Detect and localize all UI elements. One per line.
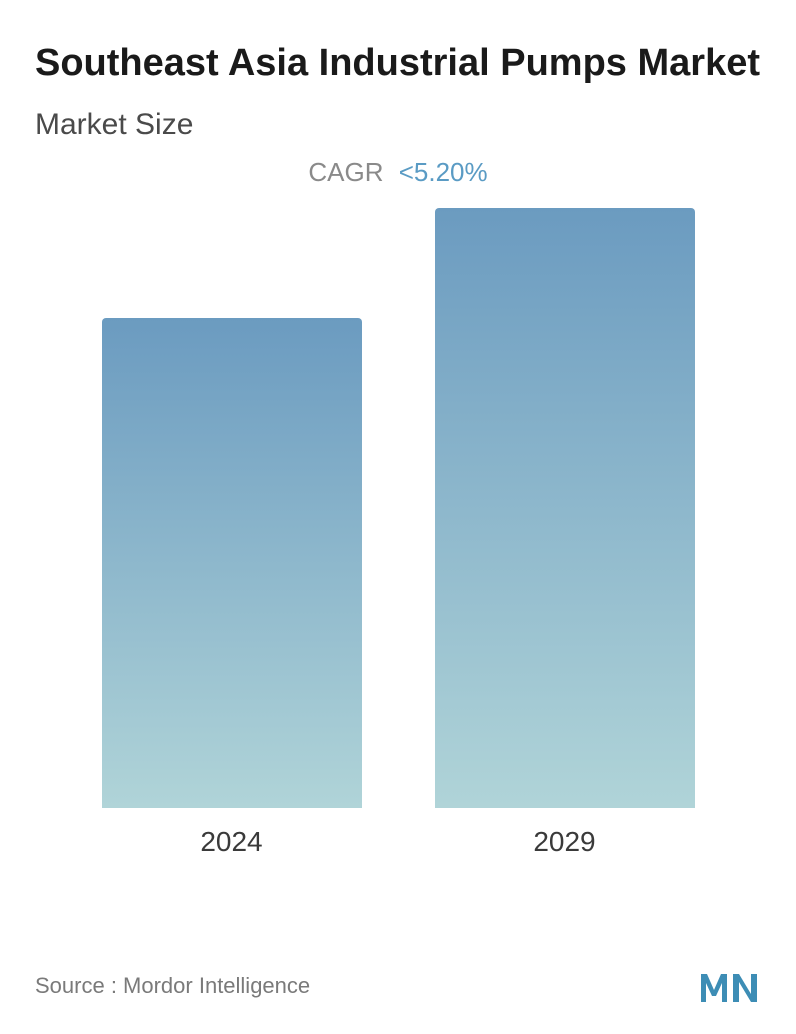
bar-label-2029: 2029 (533, 826, 595, 858)
bar-group-2029: 2029 (435, 208, 695, 858)
bar-group-2024: 2024 (102, 318, 362, 858)
bar-2029 (435, 208, 695, 808)
bar-chart: 2024 2029 (35, 218, 761, 858)
mn-logo-icon (699, 968, 761, 1004)
source-text: Source : Mordor Intelligence (35, 973, 310, 999)
cagr-row: CAGR <5.20% (35, 157, 761, 188)
cagr-value: <5.20% (399, 157, 488, 187)
chart-subtitle: Market Size (35, 108, 761, 142)
bar-label-2024: 2024 (200, 826, 262, 858)
brand-logo (699, 968, 761, 1004)
cagr-label: CAGR (308, 157, 383, 187)
bar-2024 (102, 318, 362, 808)
chart-title: Southeast Asia Industrial Pumps Market (35, 40, 761, 88)
chart-footer: Source : Mordor Intelligence (35, 968, 761, 1004)
